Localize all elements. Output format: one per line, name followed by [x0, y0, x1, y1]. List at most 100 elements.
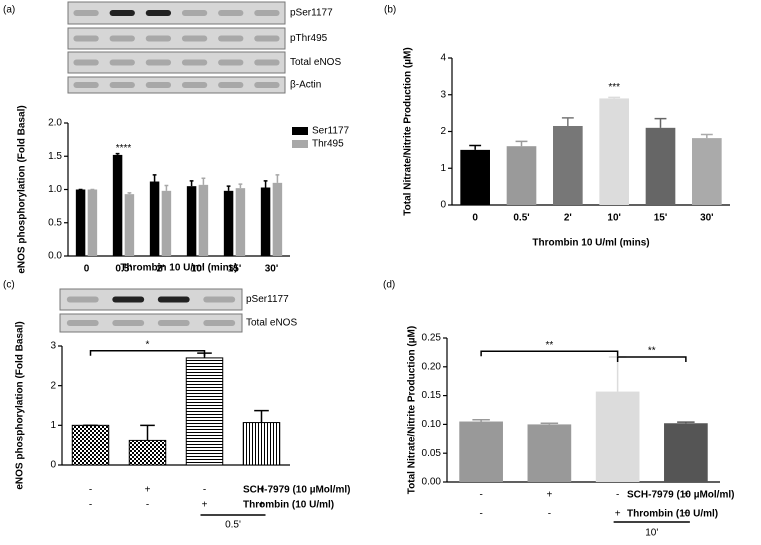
bar [223, 190, 234, 256]
treatment-name: Thrombin (10 U/ml) [243, 500, 334, 511]
treatment-name: SCH-7979 (10 µMol/ml) [627, 490, 734, 501]
bar [235, 188, 246, 256]
blot-strip [67, 1, 286, 25]
blot-band [66, 320, 99, 326]
error-bar [469, 144, 482, 150]
bar [599, 98, 629, 205]
sig-bracket [89, 350, 206, 356]
blot-label: Total eNOS [290, 57, 341, 68]
y-tick-label: 1 [50, 420, 56, 431]
annotation: * [146, 339, 150, 350]
error-bar [254, 409, 269, 423]
error-bar [127, 192, 132, 195]
blot-band [254, 59, 280, 66]
treatment-sign: - [479, 490, 482, 501]
blot-strip [59, 288, 243, 311]
y-tick-label: 0.20 [422, 361, 442, 372]
blot-band [145, 10, 172, 16]
legend-label: Thr495 [312, 139, 344, 150]
y-tick-label: 4 [440, 53, 446, 64]
annotation: ** [545, 340, 553, 351]
annotation: ** [648, 346, 656, 357]
blot-band [109, 82, 135, 88]
treatment-name: SCH-7979 (10 µMol/ml) [243, 485, 350, 496]
error-bar [700, 133, 713, 139]
bar [506, 146, 537, 205]
bar [692, 138, 722, 205]
error-bar [152, 174, 157, 182]
blot-band [181, 10, 208, 16]
blot-strip [59, 313, 243, 333]
blot-band [218, 82, 244, 88]
bar [664, 423, 708, 482]
blot-band [254, 35, 280, 42]
blot-label: β-Actin [290, 80, 321, 91]
blot-band [112, 296, 145, 303]
x-tick-label: 2' [157, 264, 165, 275]
treatment-sign: + [683, 490, 689, 501]
blot-band [254, 82, 280, 88]
panel-label: (b) [384, 5, 396, 16]
y-tick-label: 2.0 [48, 118, 62, 129]
x-axis-title: Thrombin 10 U/ml (mins) [120, 263, 237, 274]
y-tick-label: 0.10 [422, 419, 442, 430]
bar [553, 125, 583, 205]
treatment-sign: - [203, 485, 206, 496]
bar [128, 439, 167, 466]
annotation: *** [608, 82, 620, 93]
bar [242, 422, 281, 466]
blot-band [181, 35, 208, 42]
blot-band [157, 320, 190, 326]
blot-band [145, 59, 172, 66]
y-tick-label: 0.25 [422, 333, 442, 344]
panel-label: (a) [3, 5, 15, 16]
treatment-sign: + [683, 509, 689, 520]
blot-label: pSer1177 [246, 294, 289, 305]
legend-swatch [292, 140, 308, 148]
blot-band [109, 10, 135, 16]
blot-band [203, 296, 236, 303]
y-axis-title: Total Nitrate/Nitrite Production (µM) [407, 326, 418, 494]
panel-label: (c) [3, 280, 15, 291]
y-axis-title: Total Nitrate/Nitrite Production (µM) [403, 47, 414, 215]
x-tick-label: 30' [265, 264, 279, 275]
time-label: 10' [645, 528, 658, 539]
blot-band [112, 320, 145, 326]
y-tick-label: 1.0 [48, 184, 62, 195]
blot-strip [67, 27, 286, 50]
treatment-sign: + [546, 490, 552, 501]
error-bar [275, 174, 280, 183]
sig-bracket [480, 350, 619, 357]
x-tick-label: 10' [607, 213, 621, 224]
blot-band [109, 59, 135, 66]
y-tick-label: 2 [50, 380, 56, 391]
bar [75, 189, 86, 256]
bar [161, 190, 172, 256]
blot-band [157, 296, 190, 303]
error-bar [540, 422, 559, 425]
y-tick-label: 3 [440, 89, 446, 100]
x-tick-label: 10' [191, 264, 205, 275]
treatment-sign: + [202, 500, 208, 511]
treatment-sign: - [89, 500, 92, 511]
error-bar [201, 177, 206, 185]
treatment-sign: + [145, 485, 151, 496]
blot-band [254, 10, 280, 16]
error-bar [164, 184, 169, 191]
y-tick-label: 0.15 [422, 390, 442, 401]
y-tick-label: 1.5 [48, 151, 62, 162]
error-bar [263, 180, 268, 188]
error-bar [561, 117, 574, 126]
x-tick-label: 0.5' [513, 213, 529, 224]
annotation: **** [116, 143, 132, 154]
bar [124, 194, 135, 256]
error-bar [608, 356, 627, 392]
treatment-name: Thrombin (10 U/ml) [627, 509, 718, 520]
error-bar [608, 96, 621, 99]
blot-band [73, 35, 99, 42]
treatment-sign: - [89, 485, 92, 496]
bar [645, 127, 676, 205]
blot-band [218, 59, 244, 66]
bar [87, 189, 98, 256]
